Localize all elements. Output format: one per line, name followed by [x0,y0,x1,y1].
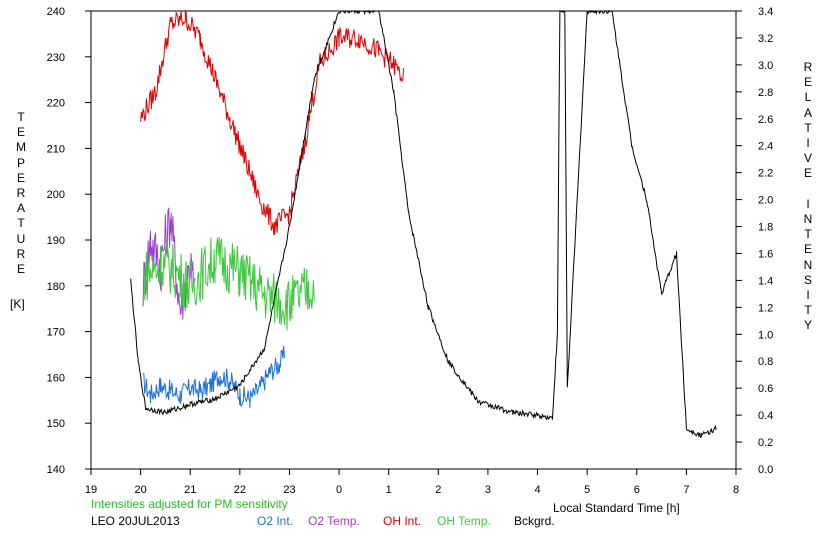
chart-ticks: 19 20 21 22 23 0 1 2 3 4 5 6 7 8140150160170180190200… [47,6,774,496]
legend-o2-temperature: O2 Temp. [308,514,360,528]
x-tick-label: 7 [683,484,689,496]
y-left-tick-label: 210 [47,143,65,155]
y-left-tick-label: 200 [47,189,65,201]
y-right-tick-label: 1.0 [758,329,773,341]
y-right-tick-label: 0.8 [758,356,773,368]
series-line-0 [142,345,285,409]
x-tick-label: 23 [283,484,295,496]
x-axis-title: Local Standard Time [h] [553,501,680,515]
station-date-label: LEO 20JUL2013 [91,514,180,528]
y-right-tick-label: 3.0 [758,60,773,72]
x-tick-label: 21 [184,484,196,496]
sensitivity-note: Intensities adjusted for PM sensitivity [91,497,288,511]
y-left-tick-label: 160 [47,372,65,384]
series-line-2 [140,9,405,235]
x-tick-label: 1 [386,484,392,496]
series-line-4 [130,9,717,439]
chart-series [130,9,717,439]
legend-oh-temperature: OH Temp. [437,514,491,528]
x-tick-label: 5 [584,484,590,496]
y-right-tick-label: 2.6 [758,114,773,126]
y-left-tick-label: 230 [47,52,65,64]
y-right-tick-label: 1.4 [758,275,773,287]
y-right-tick-label: 2.0 [758,195,773,207]
y-right-tick-label: 1.2 [758,302,773,314]
x-tick-label: 19 [85,484,97,496]
y-left-tick-label: 140 [47,464,65,476]
legend-background: Bckgrd. [514,514,555,528]
left-axis-unit: [K] [10,297,25,311]
chart-axes [90,10,737,470]
y-left-tick-label: 170 [47,327,65,339]
legend-o2-intensity: O2 Int. [257,514,294,528]
y-right-tick-label: 2.8 [758,87,773,99]
x-tick-label: 4 [534,484,540,496]
y-right-tick-label: 1.6 [758,248,773,260]
series-line-3 [142,236,315,331]
x-tick-label: 8 [733,484,739,496]
y-right-tick-label: 2.2 [758,168,773,180]
y-right-tick-label: 0.0 [758,464,773,476]
x-tick-label: 6 [634,484,640,496]
y-left-tick-label: 240 [47,6,65,18]
y-right-tick-label: 0.2 [758,437,773,449]
x-tick-label: 0 [336,484,342,496]
x-tick-label: 3 [485,484,491,496]
y-left-tick-label: 220 [47,98,65,110]
y-right-tick-label: 2.4 [758,141,773,153]
y-right-tick-label: 3.4 [758,6,773,18]
y-right-tick-label: 3.2 [758,33,773,45]
y-left-tick-label: 150 [47,418,65,430]
y-left-tick-label: 190 [47,235,65,247]
x-tick-label: 2 [435,484,441,496]
y-left-tick-label: 180 [47,281,65,293]
y-right-tick-label: 0.4 [758,410,773,422]
legend-oh-intensity: OH Int. [383,514,422,528]
x-tick-label: 20 [134,484,146,496]
x-tick-label: 22 [234,484,246,496]
y-right-tick-label: 1.8 [758,222,773,234]
y-right-tick-label: 0.6 [758,383,773,395]
